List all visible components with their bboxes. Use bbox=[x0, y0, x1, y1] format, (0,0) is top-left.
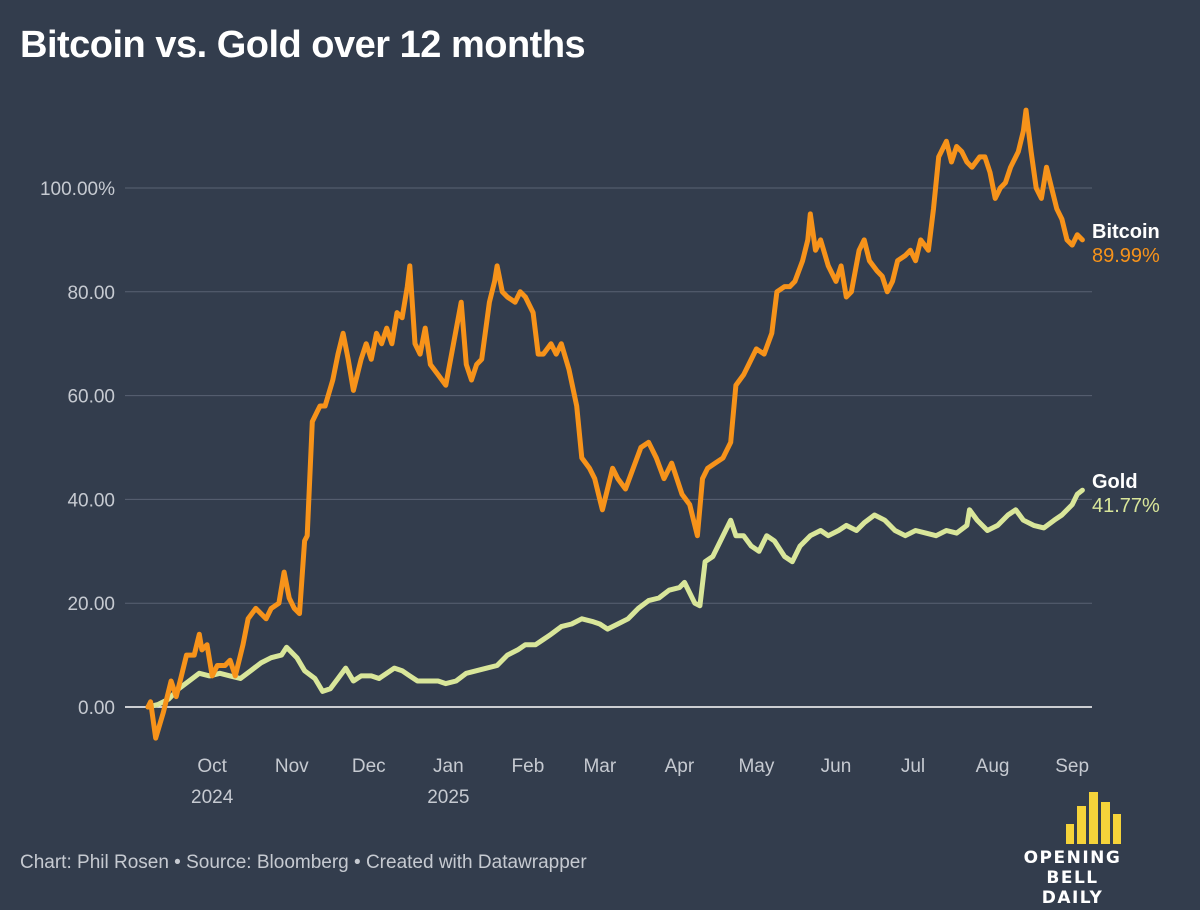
series-line-gold bbox=[145, 487, 1085, 710]
grid-layer bbox=[125, 187, 1092, 708]
series-end-value-label: 41.77% bbox=[1092, 495, 1160, 517]
y-tick-label: 40.00 bbox=[67, 490, 115, 511]
x-tick-label: Jul bbox=[901, 756, 925, 777]
series-name-label: Gold bbox=[1092, 471, 1138, 493]
bar-logo-icon bbox=[1066, 792, 1121, 844]
opening-bell-daily-logo: OPENING BELL DAILY bbox=[1000, 790, 1180, 908]
x-tick-label: Mar bbox=[583, 756, 616, 777]
logo-text: OPENING BELL DAILY bbox=[1000, 848, 1145, 908]
y-tick-label: 80.00 bbox=[67, 283, 115, 304]
x-tick-label: Apr bbox=[665, 756, 695, 777]
y-tick-label: 0.00 bbox=[78, 698, 115, 719]
x-tick-label: May bbox=[738, 756, 774, 777]
x-tick-label: Jun bbox=[821, 756, 852, 777]
y-axis-labels: 0.00 20.00 40.00 60.00 80.00 100.00% bbox=[40, 179, 115, 719]
logo-line-2: DAILY bbox=[1041, 888, 1104, 908]
series-name-label: Bitcoin bbox=[1092, 221, 1160, 243]
x-tick-label: Feb bbox=[512, 756, 545, 777]
chart-credits: Chart: Phil Rosen • Source: Bloomberg • … bbox=[20, 852, 587, 873]
y-tick-label: 100.00% bbox=[40, 179, 115, 200]
x-tick-label: Jan bbox=[433, 756, 464, 777]
x-tick-year-label: 2024 bbox=[191, 787, 234, 808]
x-tick-label: Aug bbox=[976, 756, 1010, 777]
x-tick-label: Sep bbox=[1055, 756, 1089, 777]
series-line-bitcoin bbox=[145, 107, 1085, 741]
x-axis-labels: Oct 2024 Nov Dec Jan 2025 Feb Mar Apr May Jun Jul Au… bbox=[191, 756, 1089, 808]
y-tick-label: 60.00 bbox=[67, 387, 115, 408]
logo-line-1: OPENING BELL bbox=[1023, 848, 1122, 888]
chart-title: Bitcoin vs. Gold over 12 months bbox=[20, 24, 586, 66]
y-tick-label: 20.00 bbox=[67, 594, 115, 615]
x-tick-year-label: 2025 bbox=[427, 787, 469, 808]
series-layer bbox=[145, 107, 1085, 741]
x-tick-label: Nov bbox=[275, 756, 309, 777]
x-tick-label: Dec bbox=[352, 756, 386, 777]
x-tick-label: Oct bbox=[197, 756, 227, 777]
series-end-value-label: 89.99% bbox=[1092, 245, 1160, 267]
